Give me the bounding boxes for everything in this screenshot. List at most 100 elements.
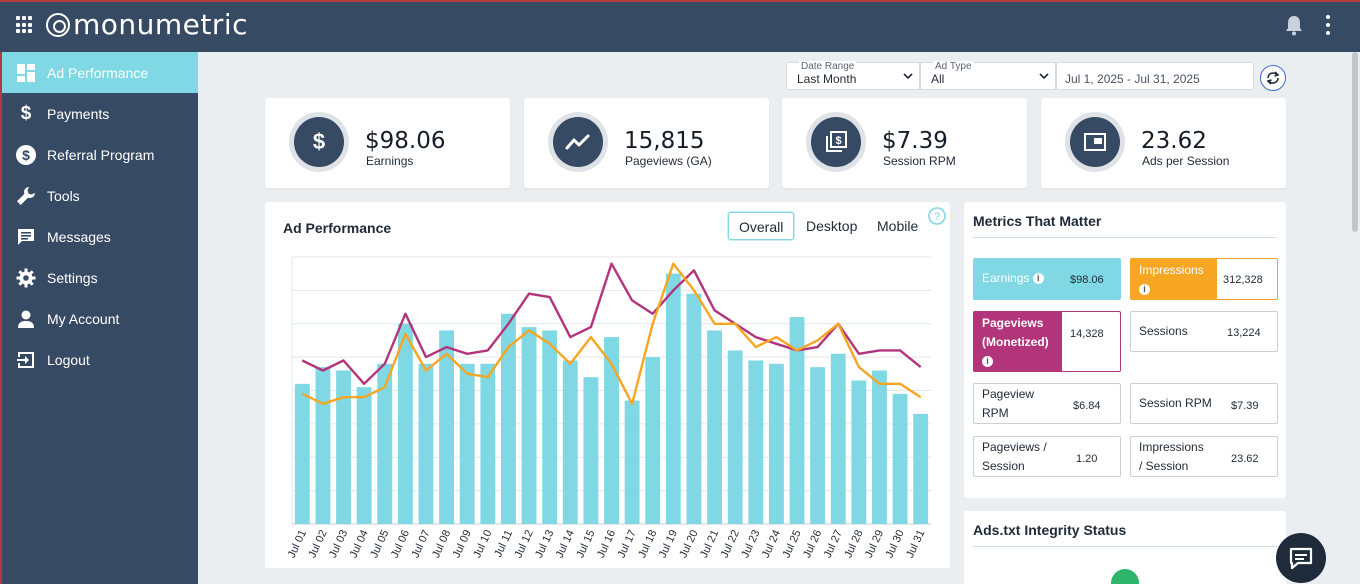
metric-value: $7.39	[1231, 400, 1259, 412]
kpi-value: 23.62	[1141, 128, 1207, 154]
chart-bar	[501, 313, 516, 524]
chart-series-line	[301, 262, 922, 386]
chart-bar	[768, 363, 784, 524]
ad-performance-card: Ad Performance Overall Desktop Mobile ? …	[265, 202, 950, 568]
chevron-down-icon	[1039, 73, 1049, 80]
kpi-icon-ring	[1065, 112, 1125, 172]
metric-impressions[interactable]: Impressions i 312,328	[1130, 258, 1278, 300]
refresh-icon	[1266, 71, 1280, 85]
date-range-select[interactable]: Date Range Last Month	[786, 61, 920, 90]
page-scrollbar[interactable]	[1352, 52, 1358, 232]
metric-label-line2: Session	[982, 459, 1025, 473]
metric-label: Impressions / Session	[1139, 438, 1204, 476]
metric-label-line2: RPM	[982, 406, 1009, 420]
tab-desktop[interactable]: Desktop	[796, 212, 868, 240]
bell-icon[interactable]	[1284, 14, 1304, 36]
metric-sessions[interactable]: Sessions 13,224	[1130, 311, 1278, 352]
ad-type-label: Ad Type	[933, 61, 974, 72]
metric-label-line2: / Session	[1139, 459, 1189, 473]
metric-label-line1: Pageview	[982, 387, 1035, 401]
kpi-session-rpm-card: $ $7.39 Session RPM	[782, 98, 1027, 188]
refresh-button[interactable]	[1260, 65, 1286, 91]
sidebar-item-label: Settings	[47, 269, 98, 286]
metric-impressions-per-session[interactable]: Impressions / Session 23.62	[1130, 436, 1278, 477]
filter-bar: Date Range Last Month Ad Type All Jul 1,…	[786, 61, 1254, 92]
chevron-down-icon	[903, 73, 913, 80]
chat-button[interactable]	[1276, 533, 1326, 583]
metric-earnings[interactable]: Earnings i $98.06	[973, 258, 1121, 300]
pages-dollar-icon: $	[811, 117, 861, 167]
metric-pageviews-per-session[interactable]: Pageviews / Session 1.20	[973, 436, 1121, 477]
ads-txt-title: Ads.txt Integrity Status	[973, 522, 1127, 538]
ad-type-value: All	[931, 72, 945, 86]
kpi-label: Pageviews (GA)	[625, 154, 712, 168]
sidebar-item-my-account[interactable]: My Account	[2, 298, 198, 339]
info-icon[interactable]: i	[1139, 284, 1150, 295]
kpi-earnings-card: $ $98.06 Earnings	[265, 98, 510, 188]
metric-label-text: Earnings	[982, 271, 1030, 285]
date-range-input[interactable]: Jul 1, 2025 - Jul 31, 2025	[1056, 62, 1254, 90]
chart-bar	[851, 380, 867, 524]
chart-bar	[459, 363, 475, 524]
sidebar-item-tools[interactable]: Tools	[2, 175, 198, 216]
info-icon[interactable]: i	[982, 356, 993, 367]
chart-bar	[439, 330, 455, 524]
trend-line-icon	[553, 117, 603, 167]
chart-bar	[542, 330, 558, 524]
metric-value: 312,328	[1223, 274, 1263, 286]
sidebar-item-settings[interactable]: Settings	[2, 257, 198, 298]
chart-bar	[377, 363, 393, 524]
chart-bar	[604, 337, 619, 524]
metric-label: Impressions	[1139, 263, 1204, 277]
chart-bar	[624, 400, 640, 524]
sidebar-item-messages[interactable]: Messages	[2, 216, 198, 257]
chart-bar	[480, 363, 496, 524]
sidebar: Ad Performance $ Payments $ Referral Pro…	[0, 52, 198, 584]
brand-name: monumetric	[73, 8, 249, 41]
chart-bar	[294, 383, 310, 524]
chart-title: Ad Performance	[283, 220, 392, 236]
metric-pageview-rpm[interactable]: Pageview RPM $6.84	[973, 383, 1121, 424]
logo-mark-icon	[46, 12, 70, 37]
gear-icon	[16, 268, 36, 288]
ad-type-select[interactable]: Ad Type All	[920, 61, 1056, 90]
chart-series-line	[301, 262, 922, 406]
metric-label-line1: Pageviews	[982, 316, 1044, 330]
sidebar-item-label: Ad Performance	[47, 64, 149, 81]
more-options-icon[interactable]	[1322, 15, 1334, 35]
chart-bar	[892, 393, 908, 524]
tab-mobile[interactable]: Mobile	[867, 212, 929, 240]
dollar-icon: $	[294, 117, 344, 167]
metric-label: Earnings i	[982, 269, 1044, 288]
date-range-label: Date Range	[799, 61, 857, 72]
logout-icon	[16, 350, 36, 370]
message-icon	[16, 227, 36, 247]
apps-grid-icon[interactable]	[16, 16, 34, 34]
sidebar-item-label: My Account	[47, 310, 120, 327]
chart-bar	[727, 350, 743, 524]
help-icon[interactable]: ?	[928, 207, 946, 225]
chart-x-tick-label: Jul 31	[904, 528, 927, 560]
sidebar-item-referral-program[interactable]: $ Referral Program	[2, 134, 198, 175]
kpi-icon-ring: $	[289, 112, 349, 172]
kpi-value: $7.39	[882, 128, 948, 154]
divider	[973, 546, 1277, 547]
dashboard-icon	[16, 63, 36, 83]
top-bar: monumetric	[0, 0, 1360, 52]
date-range-value: Last Month	[797, 72, 857, 86]
chart-bar	[315, 367, 331, 524]
info-icon[interactable]: i	[1032, 273, 1044, 285]
metric-session-rpm[interactable]: Session RPM $7.39	[1130, 383, 1278, 424]
kpi-icon-ring	[548, 112, 608, 172]
sidebar-item-logout[interactable]: Logout	[2, 339, 198, 380]
sidebar-item-ad-performance[interactable]: Ad Performance	[2, 52, 198, 93]
sidebar-item-label: Payments	[47, 105, 110, 122]
metric-value: 23.62	[1231, 453, 1259, 465]
brand-logo[interactable]: monumetric	[46, 8, 248, 41]
kpi-ads-per-session-card: 23.62 Ads per Session	[1041, 98, 1286, 188]
chart-bar	[397, 323, 413, 524]
metric-pageviews-monetized[interactable]: Pageviews (Monetized) i 14,328	[973, 311, 1121, 372]
sidebar-item-payments[interactable]: $ Payments	[2, 93, 198, 134]
kpi-value: 15,815	[624, 128, 705, 154]
tab-overall[interactable]: Overall	[728, 212, 795, 240]
